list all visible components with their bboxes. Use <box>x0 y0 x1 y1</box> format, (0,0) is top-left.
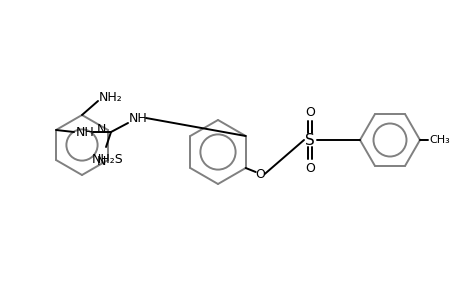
Text: NH: NH <box>129 112 147 124</box>
Text: NH: NH <box>75 125 94 139</box>
Text: S: S <box>304 133 314 148</box>
Text: O: O <box>254 167 264 181</box>
Text: NH₂S: NH₂S <box>92 152 123 166</box>
Text: O: O <box>304 161 314 175</box>
Text: CH₃: CH₃ <box>429 135 449 145</box>
Text: N: N <box>96 122 106 136</box>
Text: N: N <box>96 154 106 167</box>
Text: NH₂: NH₂ <box>99 91 123 103</box>
Text: O: O <box>304 106 314 118</box>
